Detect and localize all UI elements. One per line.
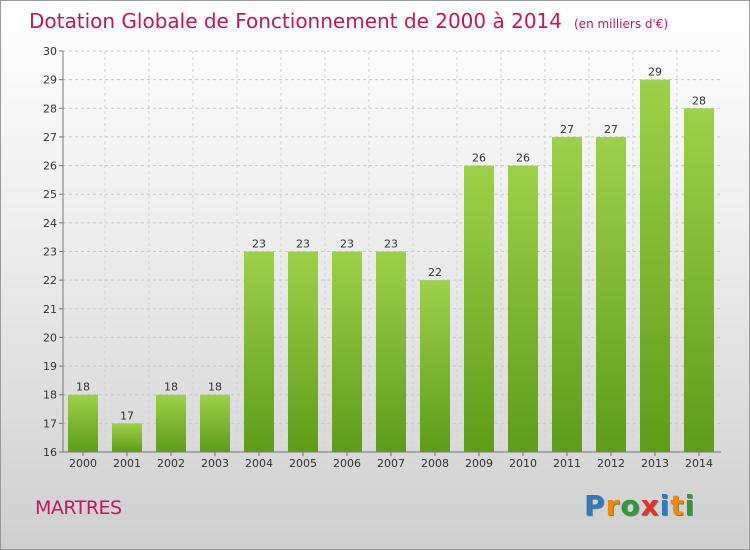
data-label: 18 xyxy=(164,381,178,394)
bar xyxy=(596,136,626,452)
x-tick-label: 2010 xyxy=(509,457,537,470)
x-tick-label: 2002 xyxy=(157,457,185,470)
data-label: 26 xyxy=(516,152,530,165)
data-label: 23 xyxy=(296,238,310,251)
y-tick-label: 24 xyxy=(43,217,57,230)
x-tick-label: 2014 xyxy=(685,457,713,470)
bar xyxy=(552,136,582,452)
bar xyxy=(200,394,230,452)
y-tick-label: 28 xyxy=(43,102,57,115)
bar xyxy=(332,251,362,452)
y-tick-label: 25 xyxy=(43,188,57,201)
data-labels: 18 17 18 18 23 23 23 23 22 26 26 27 27 29 28 xyxy=(76,66,706,423)
bar xyxy=(244,251,274,452)
x-tick-label: 2006 xyxy=(333,457,361,470)
x-tick-label: 2008 xyxy=(421,457,449,470)
x-tick-label: 2009 xyxy=(465,457,493,470)
data-label: 18 xyxy=(76,381,90,394)
chart-subtitle: (en milliers d'€) xyxy=(574,17,669,31)
x-tick-label: 2003 xyxy=(201,457,229,470)
logo-letter: x xyxy=(640,489,660,522)
chart-title-text: Dotation Globale de Fonctionnement de 20… xyxy=(29,9,562,33)
y-tick-label: 23 xyxy=(43,246,57,259)
y-tick-label: 27 xyxy=(43,131,57,144)
y-tick-label: 26 xyxy=(43,160,57,173)
data-label: 26 xyxy=(472,152,486,165)
data-label: 27 xyxy=(604,123,618,136)
x-tick-label: 2007 xyxy=(377,457,405,470)
bars xyxy=(68,79,714,453)
y-tick-label: 19 xyxy=(43,360,57,373)
data-label: 23 xyxy=(340,238,354,251)
data-label: 28 xyxy=(692,94,706,107)
data-label: 23 xyxy=(252,238,266,251)
chart-title: Dotation Globale de Fonctionnement de 20… xyxy=(29,9,668,33)
logo-letter: t xyxy=(670,489,685,522)
data-label: 17 xyxy=(120,409,134,422)
y-tick-label: 22 xyxy=(43,274,57,287)
y-tick-label: 30 xyxy=(43,45,57,58)
bar xyxy=(684,108,714,453)
bar xyxy=(288,251,318,452)
logo-letter: o xyxy=(620,489,641,522)
bar xyxy=(376,251,406,452)
y-tick-label: 17 xyxy=(43,417,57,430)
x-tick-label: 2001 xyxy=(113,457,141,470)
y-tick-label: 29 xyxy=(43,74,57,87)
bar xyxy=(420,280,450,452)
commune-name: MARTRES xyxy=(35,497,122,519)
y-tick-label: 21 xyxy=(43,303,57,316)
data-label: 27 xyxy=(560,123,574,136)
bar xyxy=(464,165,494,453)
data-label: 22 xyxy=(428,266,442,279)
x-tick-label: 2012 xyxy=(597,457,625,470)
bar xyxy=(112,423,142,452)
y-tick-label: 18 xyxy=(43,389,57,402)
data-label: 29 xyxy=(648,66,662,79)
y-tick-label: 16 xyxy=(43,446,57,459)
bar xyxy=(640,79,670,453)
logo-letter: P xyxy=(584,489,606,522)
logo-letter: r xyxy=(605,489,621,522)
logo-letter: i xyxy=(659,489,671,522)
bar xyxy=(156,394,186,452)
x-tick-label: 2013 xyxy=(641,457,669,470)
x-tick-label: 2004 xyxy=(245,457,273,470)
proxiti-logo: Proxiti xyxy=(584,489,695,522)
logo-letter: i xyxy=(684,489,696,522)
x-tick-label: 2011 xyxy=(553,457,581,470)
data-label: 23 xyxy=(384,238,398,251)
y-tick-label: 20 xyxy=(43,331,57,344)
bar xyxy=(68,394,98,452)
data-label: 18 xyxy=(208,381,222,394)
x-tick-label: 2000 xyxy=(69,457,97,470)
x-tick-label: 2005 xyxy=(289,457,317,470)
bar xyxy=(508,165,538,453)
